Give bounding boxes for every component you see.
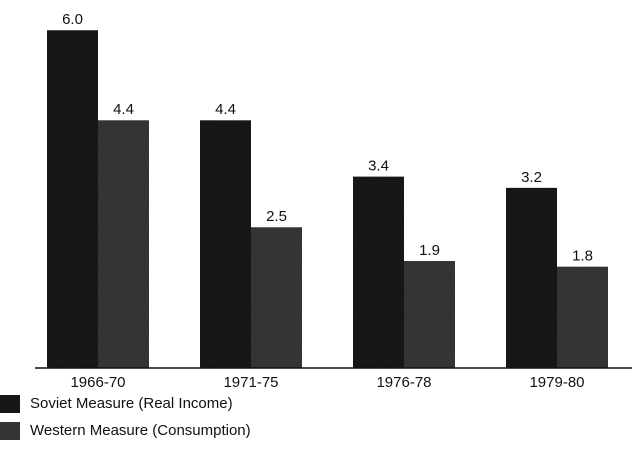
bar	[506, 187, 557, 368]
value-label: 3.2	[521, 169, 542, 186]
legend-swatch	[0, 395, 20, 413]
bar	[557, 266, 608, 368]
value-label: 1.9	[419, 242, 440, 259]
x-tick-label: 1966-70	[70, 374, 125, 391]
value-label: 1.8	[572, 248, 593, 265]
bar	[98, 120, 149, 368]
value-label: 4.4	[215, 101, 236, 118]
bar	[200, 120, 251, 368]
x-tick-label: 1971-75	[223, 374, 278, 391]
value-label: 4.4	[113, 101, 134, 118]
value-label: 2.5	[266, 208, 287, 225]
x-tick-label: 1976-78	[376, 374, 431, 391]
legend-label: Soviet Measure (Real Income)	[30, 395, 233, 412]
bar	[47, 30, 98, 368]
bar	[404, 261, 455, 368]
legend-label: Western Measure (Consumption)	[30, 422, 251, 439]
value-label: 6.0	[62, 11, 83, 28]
x-tick-label: 1979-80	[529, 374, 584, 391]
value-label: 3.4	[368, 158, 389, 175]
bar	[251, 227, 302, 368]
bar	[353, 176, 404, 368]
legend-swatch	[0, 422, 20, 440]
